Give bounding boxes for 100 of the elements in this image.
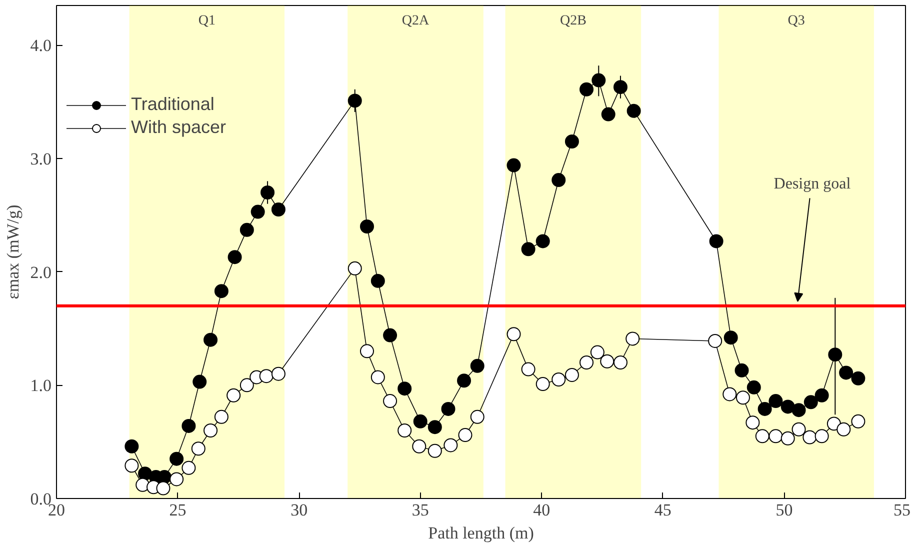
point (240, 222, 254, 237)
point (370, 274, 385, 288)
point (580, 356, 594, 370)
point (613, 356, 628, 370)
point (470, 358, 484, 373)
point (746, 380, 761, 394)
legend-label: With spacer (131, 117, 226, 138)
point (746, 416, 760, 430)
point (536, 377, 550, 392)
point (580, 82, 594, 96)
point (804, 395, 818, 410)
point (836, 422, 851, 436)
point (383, 394, 398, 408)
point (592, 73, 606, 88)
point (768, 429, 783, 444)
point (271, 202, 286, 216)
point (259, 369, 274, 384)
point (780, 431, 795, 446)
point (600, 354, 614, 368)
point (521, 242, 536, 256)
point (136, 478, 150, 492)
point (814, 429, 829, 444)
point (441, 402, 456, 416)
point (828, 348, 842, 362)
point (428, 444, 442, 458)
point (214, 284, 228, 298)
point (240, 378, 254, 392)
point (709, 234, 724, 248)
point (413, 414, 428, 428)
point (851, 414, 866, 428)
point (191, 442, 206, 456)
point (226, 388, 241, 402)
point (214, 410, 228, 424)
y-tick-label: 3.0 (30, 150, 52, 168)
point (412, 439, 426, 454)
point (814, 388, 829, 402)
point (457, 374, 472, 388)
point (792, 422, 806, 436)
point (348, 94, 362, 108)
point (156, 481, 170, 496)
y-tick-label: 0.0 (30, 490, 52, 508)
y-tick-label: 4.0 (30, 36, 52, 56)
point (590, 345, 604, 360)
band-label: Q1 (198, 13, 216, 28)
point (260, 186, 275, 200)
point (124, 458, 139, 473)
y-tick-label: 1.0 (30, 376, 52, 396)
y-tick-label: 2.0 (30, 262, 52, 282)
point (736, 390, 750, 405)
point (398, 382, 412, 396)
point (780, 400, 795, 414)
point (724, 330, 738, 345)
point (250, 204, 265, 219)
x-tick-label: 55 (894, 500, 910, 520)
point (360, 220, 374, 234)
point (626, 104, 641, 118)
point (124, 439, 139, 454)
point (506, 158, 521, 172)
point (734, 363, 749, 378)
point (802, 430, 817, 444)
band-label: Q3 (788, 13, 805, 28)
band-label: Q2B (560, 13, 586, 28)
point (271, 366, 286, 381)
point (204, 424, 218, 438)
point (348, 261, 362, 276)
x-tick-label: 30 (290, 500, 308, 520)
point (601, 107, 616, 122)
x-tick-label: 35 (412, 500, 429, 520)
point (228, 250, 242, 264)
point (768, 394, 783, 408)
point (564, 134, 579, 148)
point (613, 80, 628, 94)
point (204, 332, 218, 347)
point (360, 344, 374, 358)
x-tick-label: 25 (169, 500, 186, 520)
point (708, 334, 722, 348)
point (826, 416, 841, 431)
point (564, 368, 579, 382)
point (470, 410, 484, 424)
point (370, 370, 385, 384)
point (182, 460, 196, 475)
point (458, 428, 472, 442)
point (521, 362, 536, 376)
point (170, 472, 184, 486)
point (792, 403, 806, 418)
point (506, 327, 521, 342)
point (444, 438, 458, 452)
point (758, 402, 772, 416)
ref-line-label: Design goal (774, 176, 852, 192)
x-axis-title: Path length (m) (428, 524, 534, 542)
point (851, 371, 866, 386)
y-axis-title: εmax (mW/g) (3, 204, 22, 300)
point (536, 234, 550, 248)
x-tick-label: 40 (533, 500, 550, 520)
point (170, 452, 184, 466)
band-label: Q2A (402, 13, 430, 28)
point (182, 418, 196, 433)
point (722, 387, 737, 402)
point (755, 429, 770, 444)
point (552, 173, 566, 188)
